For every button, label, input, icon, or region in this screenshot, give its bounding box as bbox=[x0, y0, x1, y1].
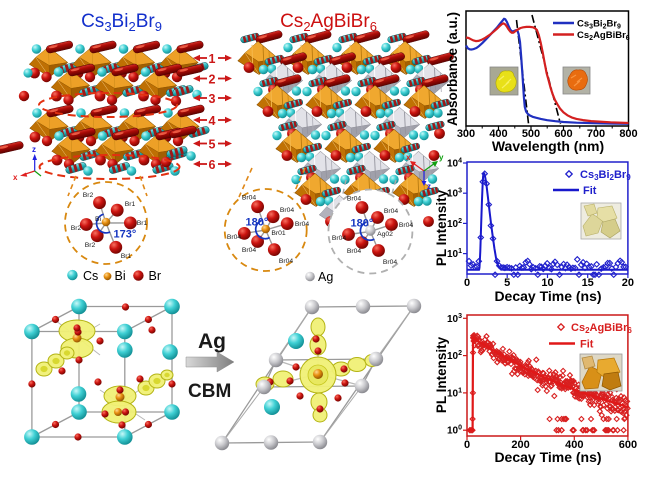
svg-text:Br: Br bbox=[149, 269, 162, 283]
svg-text:Br2: Br2 bbox=[71, 225, 82, 232]
svg-text:Bi: Bi bbox=[95, 216, 102, 223]
svg-text:Br04: Br04 bbox=[383, 259, 398, 266]
svg-text:Br2: Br2 bbox=[85, 242, 96, 249]
svg-text:Br04: Br04 bbox=[242, 195, 257, 202]
svg-text:4: 4 bbox=[209, 114, 216, 128]
svg-text:Br04: Br04 bbox=[242, 247, 257, 254]
svg-text:z: z bbox=[32, 145, 36, 154]
svg-text:Decay Time (ns): Decay Time (ns) bbox=[494, 449, 601, 465]
svg-text:z: z bbox=[427, 182, 431, 191]
svg-text:3: 3 bbox=[209, 92, 216, 106]
svg-text:Br04: Br04 bbox=[279, 258, 294, 265]
svg-text:Br2: Br2 bbox=[83, 192, 94, 199]
svg-text:Fit: Fit bbox=[583, 185, 597, 197]
svg-text:x: x bbox=[406, 153, 411, 162]
svg-text:Cs3Bi2Br9: Cs3Bi2Br9 bbox=[580, 169, 631, 182]
svg-text:Absorbance (a.u.): Absorbance (a.u.) bbox=[445, 12, 460, 126]
svg-text:Cs2AgBiBr6: Cs2AgBiBr6 bbox=[571, 322, 632, 335]
svg-text:PL Intensity: PL Intensity bbox=[434, 336, 449, 413]
svg-text:Ag: Ag bbox=[198, 330, 226, 353]
svg-text:800: 800 bbox=[619, 128, 637, 140]
svg-text:0: 0 bbox=[464, 277, 470, 289]
svg-text:20: 20 bbox=[622, 277, 634, 289]
svg-text:Br04: Br04 bbox=[347, 196, 362, 203]
svg-text:300: 300 bbox=[457, 128, 475, 140]
svg-text:Ag: Ag bbox=[318, 270, 333, 284]
svg-text:x: x bbox=[13, 173, 18, 182]
svg-text:Br04: Br04 bbox=[399, 222, 414, 229]
svg-text:5: 5 bbox=[209, 138, 216, 152]
svg-text:Br1: Br1 bbox=[121, 253, 132, 260]
svg-text:Bi: Bi bbox=[115, 269, 126, 283]
svg-text:Wavelength (nm): Wavelength (nm) bbox=[492, 138, 604, 154]
svg-text:Cs3Bi2Br9: Cs3Bi2Br9 bbox=[81, 11, 162, 34]
svg-text:Ag02: Ag02 bbox=[377, 231, 393, 238]
svg-text:180°: 180° bbox=[351, 218, 374, 230]
svg-text:Cs3Bi2Br9: Cs3Bi2Br9 bbox=[577, 19, 621, 31]
svg-text:Br04: Br04 bbox=[227, 234, 242, 241]
svg-text:Cs2AgBiBr6: Cs2AgBiBr6 bbox=[577, 30, 630, 42]
svg-text:0: 0 bbox=[464, 439, 470, 451]
svg-text:1: 1 bbox=[209, 52, 216, 66]
svg-text:Br1: Br1 bbox=[125, 201, 136, 208]
svg-text:Br04: Br04 bbox=[295, 221, 310, 228]
svg-text:PL Intensity: PL Intensity bbox=[434, 189, 449, 266]
svg-text:600: 600 bbox=[619, 439, 637, 451]
svg-text:Br04: Br04 bbox=[384, 208, 399, 215]
svg-text:173°: 173° bbox=[114, 229, 137, 241]
svg-text:Br1: Br1 bbox=[137, 220, 148, 227]
svg-text:180°: 180° bbox=[246, 217, 269, 229]
svg-text:Br01: Br01 bbox=[271, 230, 286, 237]
svg-text:CBM: CBM bbox=[188, 381, 231, 402]
svg-text:Cs: Cs bbox=[83, 269, 98, 283]
svg-text:6: 6 bbox=[209, 158, 216, 172]
svg-text:2: 2 bbox=[209, 73, 216, 87]
svg-text:Br04: Br04 bbox=[332, 235, 347, 242]
svg-text:Br04: Br04 bbox=[280, 207, 295, 214]
svg-text:Br04: Br04 bbox=[347, 248, 362, 255]
svg-text:Decay Time (ns): Decay Time (ns) bbox=[494, 288, 601, 304]
svg-text:y: y bbox=[439, 153, 444, 162]
svg-text:Fit: Fit bbox=[580, 339, 594, 351]
